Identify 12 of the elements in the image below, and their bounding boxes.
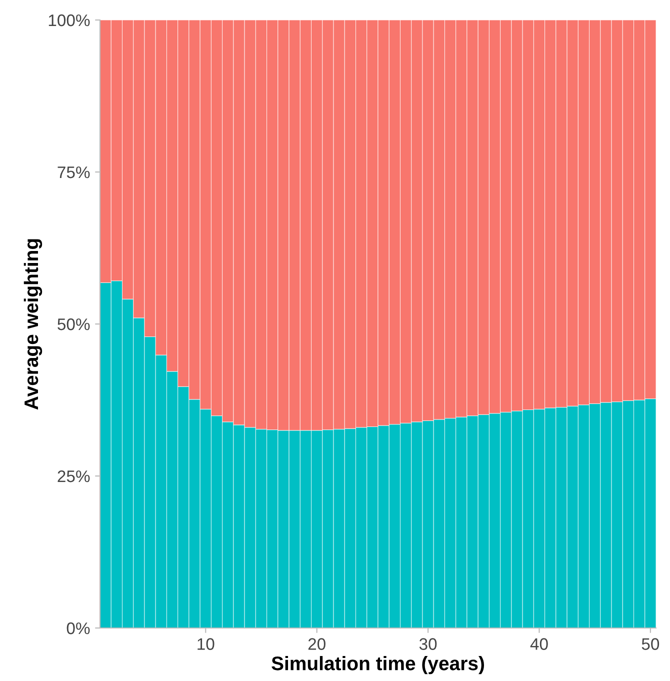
x-tick-label: 20	[308, 638, 326, 650]
x-tick-label: 50	[642, 638, 660, 650]
x-tick-label: 30	[419, 638, 437, 650]
y-tick-label: 25%	[58, 470, 90, 482]
y-tick-label: 0%	[66, 622, 90, 634]
y-tick-label: 50%	[58, 318, 90, 330]
x-axis-title: Simulation time (years)	[272, 656, 484, 674]
y-axis-title: Average weighting	[24, 239, 42, 410]
x-tick-label: 40	[530, 638, 548, 650]
x-tick-label: 10	[198, 638, 214, 650]
y-tick-label: 100%	[48, 14, 90, 26]
y-tick-label: 75%	[58, 166, 90, 178]
